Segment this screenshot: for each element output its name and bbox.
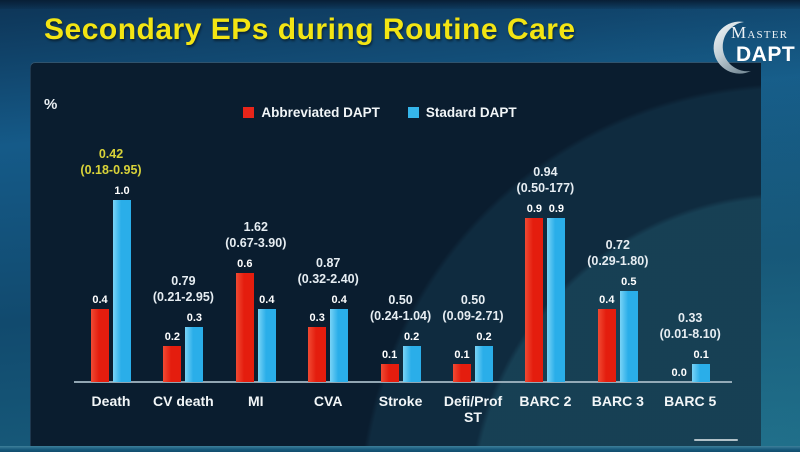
hazard-ratio-label: 0.94 (0.50-177) [516, 165, 575, 195]
logo-word-master: MASTER [731, 23, 788, 42]
bar-abbreviated-dapt [525, 218, 544, 382]
bar-value-label: 0.3 [186, 312, 203, 324]
bar-value-label: 0.2 [164, 331, 181, 343]
category-label: BARC 5 [664, 393, 717, 409]
legend-label: Abbreviated DAPT [261, 105, 380, 120]
master-dapt-logo-graphic: MASTER DAPT [713, 21, 795, 74]
bar-standard-dapt [619, 291, 638, 382]
category-label: Defi/Prof ST [443, 393, 503, 425]
hazard-ratio-label: 0.72 (0.29-1.80) [587, 238, 649, 268]
legend-swatch-blue [407, 107, 419, 118]
category-label: BARC 2 [519, 393, 572, 409]
hazard-ratio-label: 0.50 (0.09-2.71) [442, 293, 504, 323]
category-label: Stroke [378, 393, 423, 409]
bar-value-label: 0.9 [548, 203, 565, 215]
bar-value-label: 0.0 [671, 367, 687, 379]
bar-abbreviated-dapt [163, 346, 182, 382]
bar-standard-dapt [547, 218, 566, 382]
legend-item-abbreviated-dapt: Abbreviated DAPT [243, 105, 380, 120]
bar-value-label: 0.6 [237, 258, 253, 270]
category-label: CV death [153, 393, 214, 409]
master-dapt-logo: MASTER DAPT [698, 3, 800, 89]
bar-value-label: 0.1 [381, 349, 398, 361]
bar-value-label: 0.4 [599, 294, 615, 306]
logo-word-dapt: DAPT [736, 43, 795, 66]
hazard-ratio-label: 0.50 (0.24-1.04) [370, 293, 432, 323]
bar-abbreviated-dapt [308, 327, 327, 382]
hazard-ratio-label: 1.62 (0.67-3.90) [225, 220, 287, 250]
slide-title: Secondary EPs during Routine Care [44, 13, 576, 46]
bar-value-label: 0.9 [526, 203, 543, 215]
bar-standard-dapt [257, 309, 276, 382]
legend-swatch-red [243, 107, 255, 118]
bottom-strip [0, 446, 800, 452]
bar-value-label: 0.4 [92, 294, 108, 306]
y-axis-unit-label: % [44, 96, 58, 113]
bar-standard-dapt [185, 327, 204, 382]
logo-crescent-icon [713, 21, 751, 74]
hazard-ratio-label: 0.42 (0.18-0.95) [80, 147, 142, 177]
legend-label: Stadard DAPT [425, 105, 517, 120]
category-label: MI [248, 393, 264, 409]
bar-abbreviated-dapt [597, 309, 616, 382]
bar-standard-dapt [475, 346, 493, 382]
bar-value-label: 0.4 [259, 294, 275, 306]
x-axis-line [74, 381, 732, 383]
footer-decoration-line [694, 439, 738, 441]
hazard-ratio-label: 0.33 (0.01-8.10) [659, 311, 721, 341]
chart-legend: Abbreviated DAPT Stadard DAPT [0, 105, 760, 120]
bar-abbreviated-dapt [235, 273, 254, 382]
bar-value-label: 0.5 [621, 276, 637, 288]
hazard-ratio-label: 0.79 (0.21-2.95) [152, 274, 214, 304]
category-label: CVA [313, 393, 343, 409]
bar-value-label: 0.1 [454, 349, 470, 361]
hazard-ratio-label: 0.87 (0.32-2.40) [297, 256, 359, 286]
bar-standard-dapt [402, 346, 421, 382]
bar-value-label: 0.2 [476, 331, 492, 343]
bar-value-label: 0.2 [403, 331, 420, 343]
legend-item-standard-dapt: Stadard DAPT [407, 105, 517, 120]
bar-value-label: 0.3 [309, 312, 325, 324]
bar-abbreviated-dapt [380, 364, 399, 382]
top-dark-strip [0, 0, 800, 9]
bar-standard-dapt [692, 364, 711, 382]
bar-value-label: 0.4 [331, 294, 347, 306]
bar-standard-dapt [330, 309, 349, 382]
bar-value-label: 0.1 [693, 349, 709, 361]
bar-abbreviated-dapt [453, 364, 471, 382]
bar-abbreviated-dapt [91, 309, 109, 382]
bar-value-label: 1.0 [114, 185, 130, 197]
category-label: Death [91, 393, 131, 409]
category-label: BARC 3 [591, 393, 644, 409]
bar-standard-dapt [113, 200, 131, 382]
